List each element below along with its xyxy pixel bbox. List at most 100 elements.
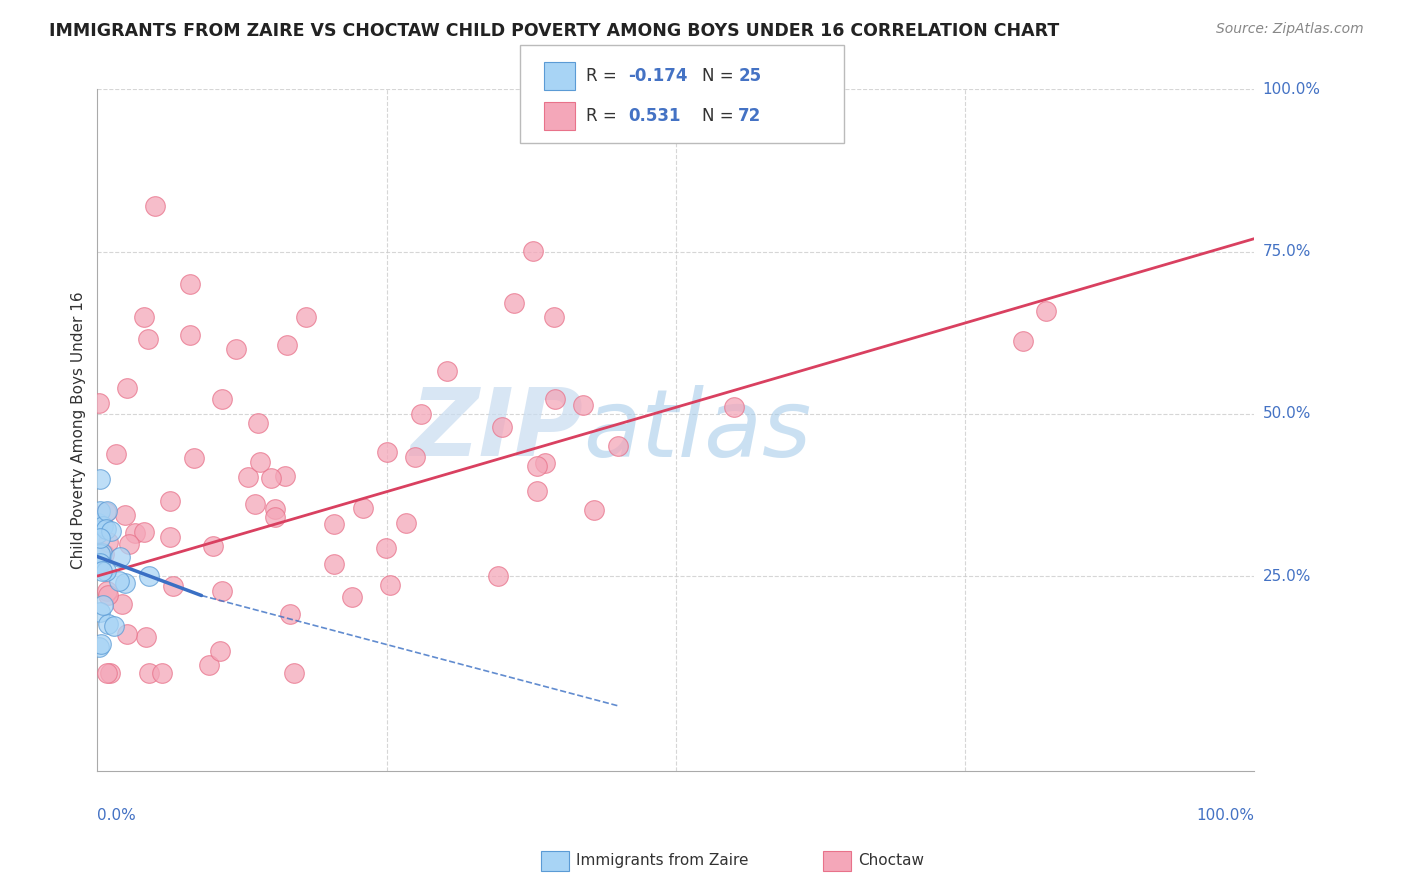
Text: 75.0%: 75.0%: [1263, 244, 1310, 259]
Point: [90, 545, 112, 559]
Point: [104, 447, 127, 461]
Point: [96, 523, 118, 537]
Point: [138, 666, 160, 681]
Text: Source: ZipAtlas.com: Source: ZipAtlas.com: [1216, 22, 1364, 37]
Text: Immigrants from Zaire: Immigrants from Zaire: [576, 854, 749, 868]
Point: [110, 549, 132, 564]
Point: [436, 364, 458, 378]
Point: [91, 518, 114, 533]
Point: [115, 381, 138, 395]
Point: [404, 450, 426, 465]
Point: [124, 525, 146, 540]
Point: [323, 516, 346, 531]
Point: [352, 501, 374, 516]
Point: [294, 310, 316, 324]
Point: [249, 455, 271, 469]
Point: [94, 564, 117, 578]
Point: [1035, 304, 1057, 318]
Point: [502, 296, 524, 310]
Point: [264, 509, 287, 524]
Point: [96, 504, 118, 518]
Point: [378, 578, 401, 592]
Point: [236, 470, 259, 484]
Point: [143, 199, 166, 213]
Text: 0.531: 0.531: [628, 107, 681, 125]
Point: [247, 416, 270, 430]
Point: [179, 277, 201, 291]
Point: [159, 493, 181, 508]
Point: [197, 658, 219, 673]
Point: [150, 666, 173, 681]
Point: [375, 541, 398, 555]
Text: R =: R =: [586, 107, 623, 125]
Point: [96, 666, 118, 681]
Text: 25.0%: 25.0%: [1263, 568, 1310, 583]
Point: [114, 576, 136, 591]
Point: [522, 244, 544, 259]
Point: [1012, 334, 1035, 349]
Point: [211, 583, 233, 598]
Point: [87, 516, 110, 530]
Point: [543, 310, 565, 324]
Point: [132, 310, 155, 324]
Point: [264, 501, 287, 516]
Point: [375, 444, 398, 458]
Point: [93, 547, 115, 561]
Point: [118, 537, 141, 551]
Text: atlas: atlas: [583, 384, 811, 475]
Point: [225, 342, 247, 356]
Point: [395, 516, 418, 530]
Point: [136, 332, 159, 346]
Point: [111, 597, 134, 611]
Point: [534, 456, 557, 470]
Point: [89, 396, 111, 410]
Point: [94, 505, 117, 519]
Point: [283, 666, 305, 681]
Point: [572, 397, 595, 411]
Point: [89, 504, 111, 518]
Text: 100.0%: 100.0%: [1197, 808, 1254, 823]
Text: ZIP: ZIP: [411, 384, 583, 476]
Point: [544, 392, 567, 406]
Point: [491, 419, 513, 434]
Text: R =: R =: [586, 67, 623, 85]
Point: [100, 524, 122, 538]
Point: [201, 539, 224, 553]
Point: [114, 508, 136, 522]
Point: [89, 472, 111, 486]
Point: [340, 590, 363, 604]
Point: [93, 599, 115, 613]
Point: [208, 643, 231, 657]
Point: [486, 569, 509, 583]
Text: -0.174: -0.174: [628, 67, 688, 85]
Point: [278, 607, 301, 622]
Point: [526, 458, 548, 473]
Point: [274, 468, 297, 483]
Text: IMMIGRANTS FROM ZAIRE VS CHOCTAW CHILD POVERTY AMONG BOYS UNDER 16 CORRELATION C: IMMIGRANTS FROM ZAIRE VS CHOCTAW CHILD P…: [49, 22, 1060, 40]
Point: [276, 338, 298, 352]
Point: [89, 531, 111, 545]
Point: [96, 583, 118, 598]
Point: [260, 471, 283, 485]
Point: [411, 407, 433, 421]
Point: [723, 400, 745, 414]
Point: [98, 666, 121, 681]
Point: [159, 530, 181, 544]
Text: 100.0%: 100.0%: [1263, 82, 1320, 97]
Text: 0.0%: 0.0%: [97, 808, 136, 823]
Point: [132, 524, 155, 539]
Text: 25: 25: [738, 67, 761, 85]
Point: [135, 630, 157, 644]
Y-axis label: Child Poverty Among Boys Under 16: Child Poverty Among Boys Under 16: [72, 292, 86, 569]
Point: [107, 574, 129, 589]
Point: [162, 579, 184, 593]
Text: N =: N =: [702, 67, 738, 85]
Point: [582, 503, 605, 517]
Point: [526, 483, 548, 498]
Point: [322, 558, 344, 572]
Point: [117, 627, 139, 641]
Text: 72: 72: [738, 107, 762, 125]
Text: 50.0%: 50.0%: [1263, 407, 1310, 421]
Point: [245, 497, 267, 511]
Point: [97, 616, 120, 631]
